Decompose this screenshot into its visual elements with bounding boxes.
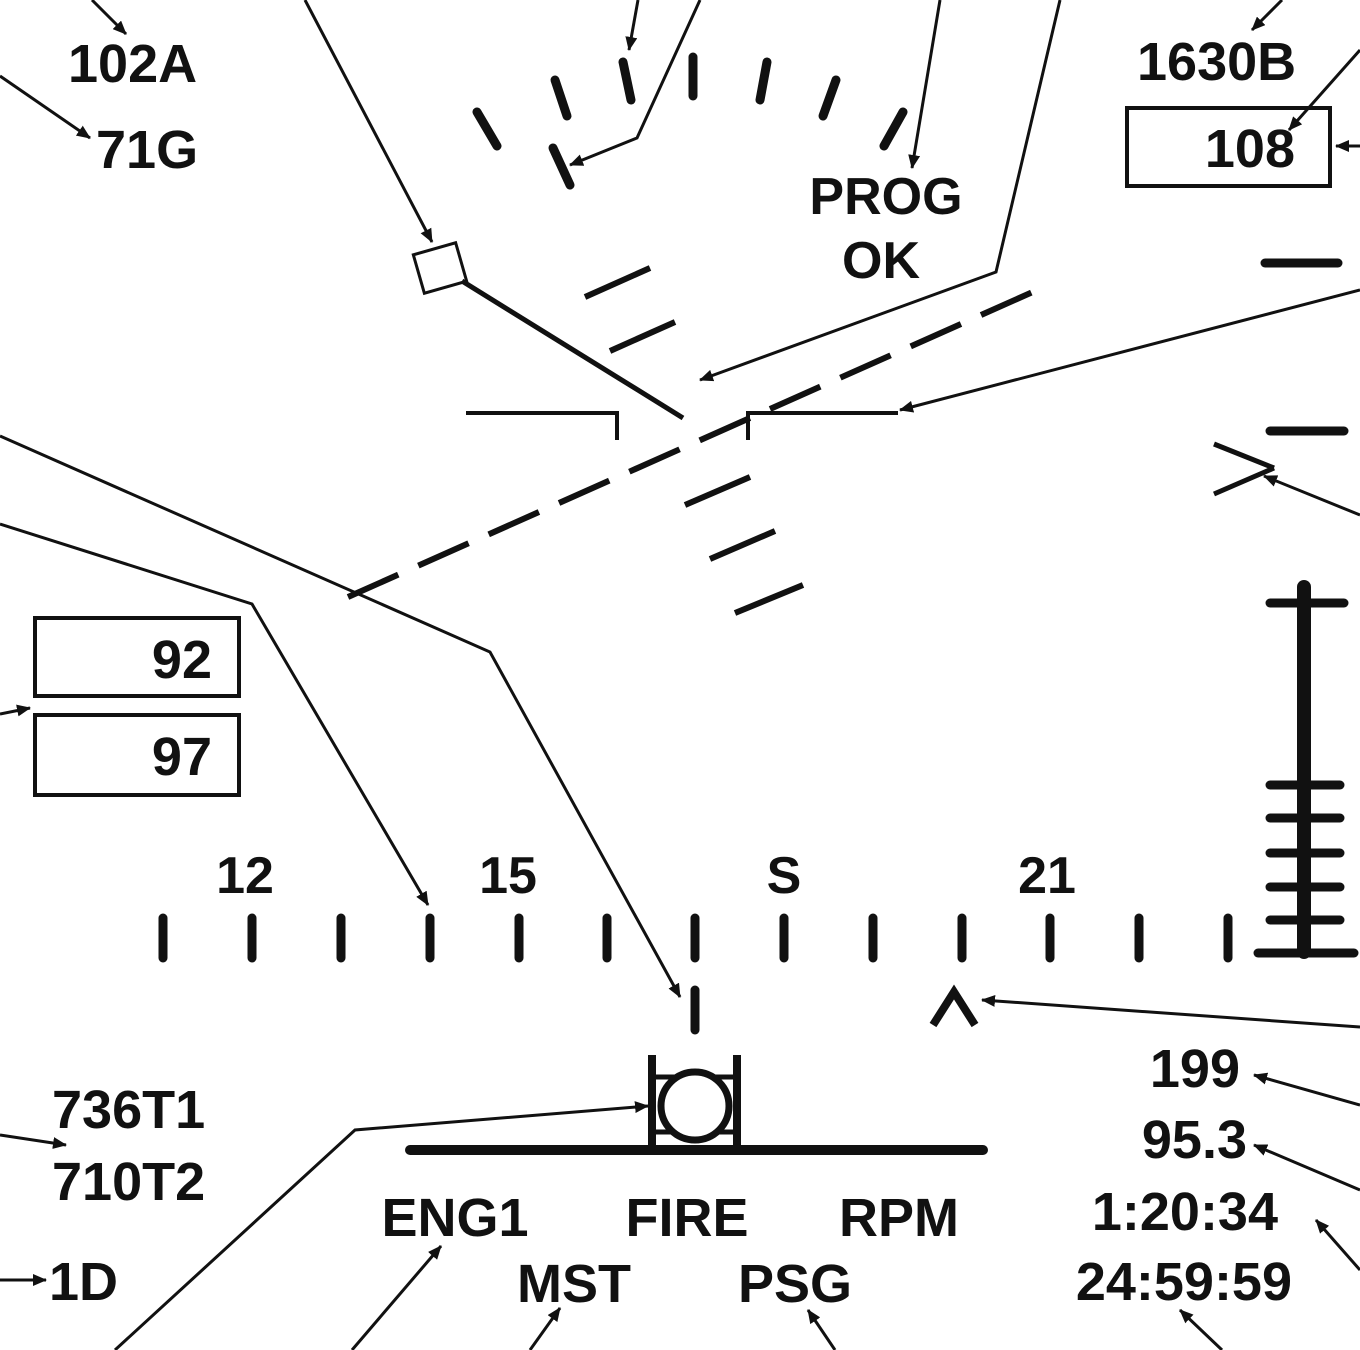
target-square <box>411 240 469 296</box>
label-102A: 102A <box>68 34 197 94</box>
warning-mst: MST <box>517 1254 631 1314</box>
heading-label-15: 15 <box>479 847 537 905</box>
label-1D: 1D <box>49 1252 118 1312</box>
arrowhead-icon <box>1253 1143 1360 1192</box>
label-710T2: 710T2 <box>52 1152 205 1212</box>
caret-icon <box>929 984 979 1028</box>
arrowhead-icon <box>1253 1072 1360 1107</box>
readout-199: 199 <box>1150 1039 1240 1099</box>
heading-label-S: S <box>767 847 802 905</box>
pitch-ladder <box>583 265 805 616</box>
warning-eng1: ENG1 <box>381 1188 528 1248</box>
warning-rpm: RPM <box>839 1188 959 1248</box>
arrowhead-icon <box>0 704 31 717</box>
arrowhead-icon <box>1287 49 1360 131</box>
waterline-icon <box>466 411 898 440</box>
left-box-upper-value: 92 <box>152 630 212 690</box>
arrowhead-icon <box>908 0 942 169</box>
target-marker-icon <box>411 240 685 421</box>
arrowhead-icon <box>699 0 1062 382</box>
roll-tick <box>618 57 636 105</box>
heading-box-value: 108 <box>1205 119 1295 179</box>
warning-fire: FIRE <box>625 1188 748 1248</box>
ok-label: OK <box>842 232 920 290</box>
heading-box: 108 <box>1125 106 1332 188</box>
arrowhead-icon <box>1178 1308 1224 1350</box>
arrowhead-icon <box>303 0 434 243</box>
arrowhead-icon <box>350 1245 443 1350</box>
left-box-lower-frame <box>33 713 241 797</box>
bottom-circle <box>657 1068 733 1144</box>
arrowhead-icon <box>899 288 1360 413</box>
readout-95-3: 95.3 <box>1142 1110 1247 1170</box>
left-box-lower-value: 97 <box>152 727 212 787</box>
arrowhead-icon <box>625 0 640 51</box>
arrowhead-icon <box>569 0 702 167</box>
label-1630B: 1630B <box>1137 32 1296 92</box>
label-736T1: 736T1 <box>52 1080 205 1140</box>
arrowhead-icon <box>90 0 128 36</box>
roll-scale <box>472 52 908 190</box>
arrowhead-icon <box>981 994 1360 1029</box>
heading-box-frame <box>1125 106 1332 188</box>
arrowhead-icon <box>806 1309 837 1350</box>
arrowhead-icon <box>0 522 430 906</box>
heading-label-21: 21 <box>1018 847 1076 905</box>
roll-tick <box>472 107 502 151</box>
arrowhead-icon <box>1250 0 1284 32</box>
arrowhead-icon <box>113 1101 649 1350</box>
heading-label-12: 12 <box>216 847 274 905</box>
pitch-bar <box>708 528 777 562</box>
vertical-scale <box>1253 580 1359 959</box>
arrowhead-icon <box>528 1307 562 1350</box>
roll-tick <box>755 57 772 105</box>
warning-psg: PSG <box>738 1254 852 1314</box>
roll-tick <box>818 75 841 121</box>
right-chevron <box>1213 441 1275 497</box>
roll-pointer <box>548 143 575 190</box>
left-box-upper-frame <box>33 616 241 698</box>
arrowhead-icon <box>1263 474 1360 517</box>
bottom-indicator <box>405 1055 988 1155</box>
arrowhead-icon <box>0 1133 67 1149</box>
left-box-lower: 97 <box>33 713 241 797</box>
label-71G: 71G <box>96 120 198 180</box>
horizon-line <box>346 288 1037 600</box>
pitch-bar <box>733 582 805 616</box>
pitch-bar <box>608 319 677 354</box>
arrowhead-icon <box>1314 1219 1360 1271</box>
pitch-bar <box>683 474 752 508</box>
waterline-left-bracket <box>466 411 619 440</box>
readout-elapsed-time: 1:20:34 <box>1092 1182 1278 1242</box>
heading-scale: 12 15 S 21 <box>158 847 1233 1035</box>
left-box-upper: 92 <box>33 616 241 698</box>
waterline-right-bracket <box>746 411 898 440</box>
target-line <box>460 278 685 421</box>
arrowhead-icon <box>0 74 91 140</box>
right-chevron-lower <box>1213 465 1275 497</box>
arrowhead-icon <box>0 434 682 998</box>
right-chevron-upper <box>1213 441 1275 471</box>
pitch-bar <box>583 265 652 300</box>
roll-tick <box>879 107 908 151</box>
roll-tick <box>550 75 572 121</box>
prog-label: PROG <box>809 168 962 226</box>
readout-clock-time: 24:59:59 <box>1076 1252 1292 1312</box>
